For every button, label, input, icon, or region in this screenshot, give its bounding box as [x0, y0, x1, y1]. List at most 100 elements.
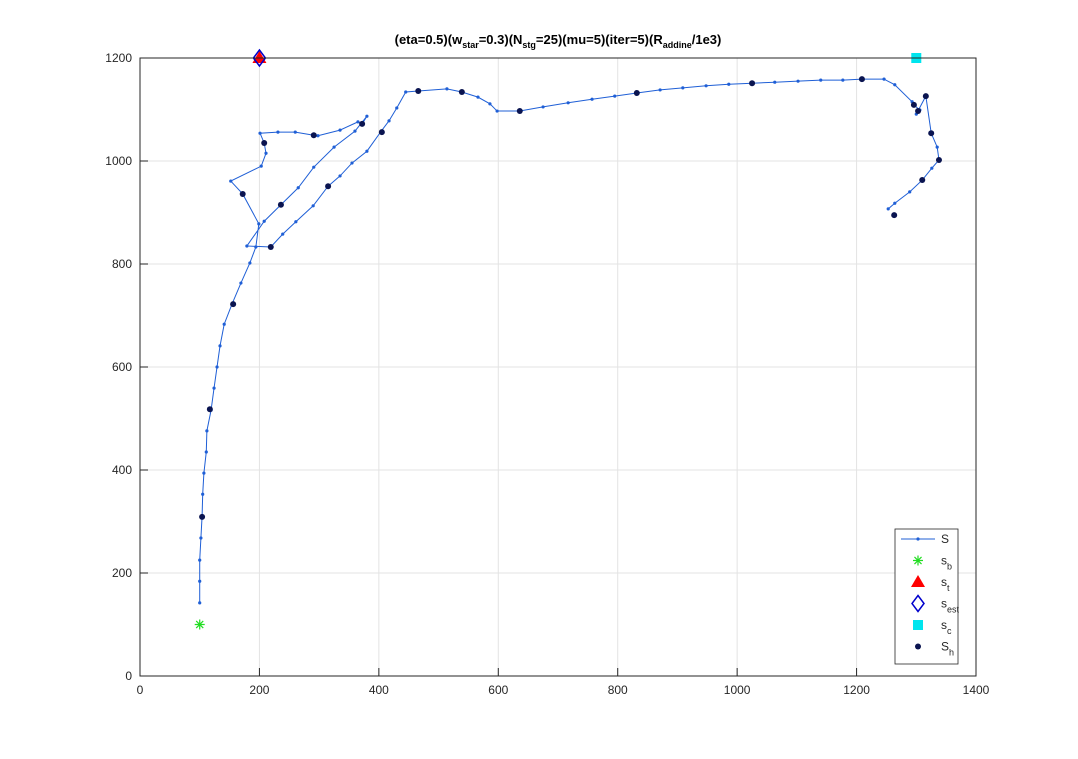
point	[613, 94, 617, 98]
legend-box	[894, 528, 959, 665]
point	[201, 492, 205, 496]
title-text: =0.3)(N	[479, 32, 523, 47]
point	[293, 130, 297, 134]
point	[458, 88, 465, 95]
point	[198, 558, 202, 562]
point	[277, 201, 284, 208]
y-tick-label: 0	[125, 669, 132, 683]
point	[204, 450, 208, 454]
legend-subscript: t	[947, 583, 950, 593]
point	[205, 429, 209, 433]
title-subscript: stg	[522, 40, 536, 50]
point	[198, 579, 202, 583]
point	[350, 161, 354, 165]
title-subscript: addine	[663, 40, 692, 50]
point	[796, 79, 800, 83]
point	[365, 114, 369, 118]
legend-name: S	[941, 532, 949, 546]
point	[908, 190, 912, 194]
legend-name: S	[941, 640, 949, 654]
point	[516, 108, 523, 115]
legend-label: sest	[941, 597, 960, 615]
point	[773, 80, 777, 84]
point	[198, 601, 202, 605]
point	[356, 120, 360, 124]
x-tick-label: 1200	[843, 683, 870, 697]
y-tick-label: 400	[112, 463, 132, 477]
point	[206, 406, 213, 413]
plot	[194, 48, 942, 630]
point	[296, 186, 300, 190]
point	[387, 119, 391, 123]
point	[353, 129, 357, 133]
point	[893, 201, 897, 205]
point	[590, 97, 594, 101]
y-tick-label: 1000	[105, 154, 132, 168]
title-subscript: star	[462, 40, 479, 50]
point	[893, 83, 897, 87]
chart-title: (eta=0.5)(wstar=0.3)(Nstg=25)(mu=5)(iter…	[395, 32, 722, 50]
y-tick-label: 800	[112, 257, 132, 271]
point	[310, 132, 317, 139]
point	[913, 555, 923, 566]
x-tick-label: 1400	[963, 683, 990, 697]
point	[727, 82, 731, 86]
point	[819, 78, 823, 82]
y-tick-label: 600	[112, 360, 132, 374]
point	[359, 120, 366, 127]
point	[248, 261, 252, 265]
point	[202, 471, 206, 475]
point	[911, 575, 925, 587]
point	[935, 156, 942, 163]
point	[276, 130, 280, 134]
point	[212, 386, 216, 390]
point	[658, 88, 662, 92]
point	[415, 87, 422, 94]
point	[218, 344, 222, 348]
legend-label: S	[941, 532, 949, 546]
legend-subscript: est	[947, 605, 960, 615]
point	[445, 87, 449, 91]
point	[704, 84, 708, 88]
legend-label: sc	[941, 618, 952, 636]
legend-subscript: b	[947, 562, 952, 572]
legend-name: s	[941, 597, 947, 611]
point	[312, 165, 316, 169]
point	[891, 212, 898, 219]
title-text: =25)(mu=5)(iter=5)(R	[536, 32, 663, 47]
point	[332, 145, 336, 149]
point	[316, 134, 320, 138]
legend-name: s	[941, 618, 947, 632]
point	[935, 145, 939, 149]
point	[267, 244, 274, 251]
legend-label: Sh	[941, 640, 954, 658]
point	[199, 536, 203, 540]
point	[928, 130, 935, 137]
point	[841, 78, 845, 82]
point	[919, 177, 926, 184]
point	[910, 101, 917, 108]
point	[395, 106, 399, 110]
point	[365, 149, 369, 153]
point	[325, 183, 332, 190]
x-tick-label: 1000	[724, 683, 751, 697]
point	[222, 322, 226, 326]
x-tick-label: 600	[488, 683, 508, 697]
legend-name: s	[941, 575, 947, 589]
point	[882, 77, 886, 81]
y-tick-label: 1200	[105, 51, 132, 65]
point	[252, 51, 267, 63]
point	[259, 164, 263, 168]
point	[488, 102, 492, 106]
point	[252, 48, 267, 68]
point	[911, 594, 925, 613]
point	[915, 108, 922, 115]
point	[495, 109, 499, 113]
point	[930, 166, 934, 170]
legend-label: st	[941, 575, 950, 593]
point	[338, 174, 342, 178]
point	[230, 301, 237, 308]
point	[541, 105, 545, 109]
